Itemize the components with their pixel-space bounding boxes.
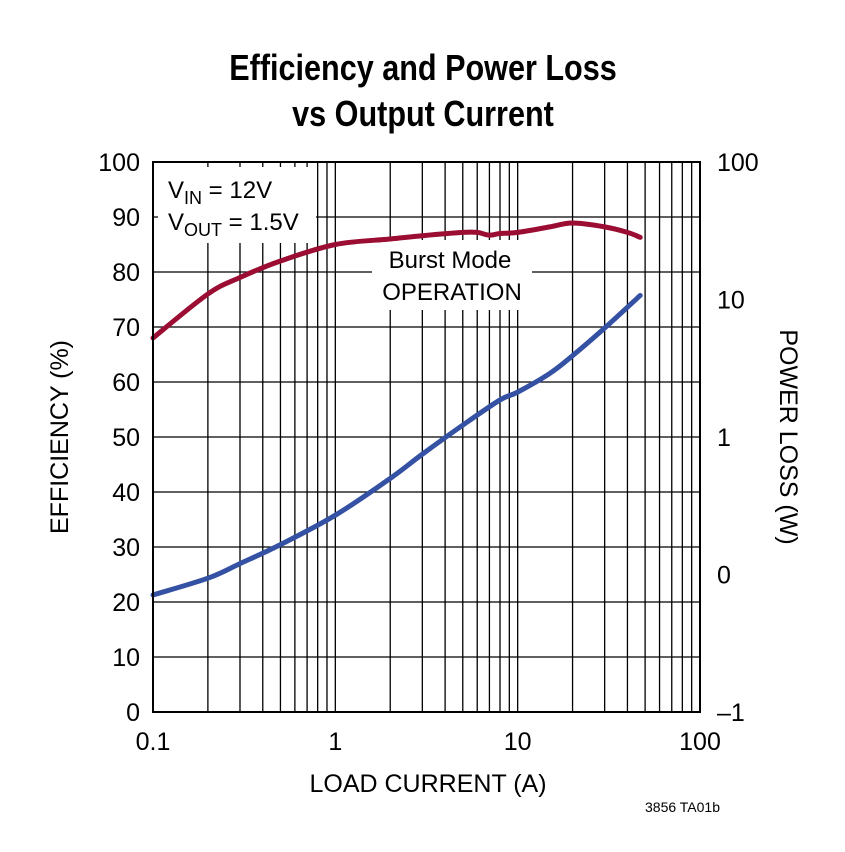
series-group	[150, 220, 643, 598]
y2-tick-label: 1	[717, 424, 731, 452]
y-tick-label: 100	[98, 149, 140, 177]
y-tick-label: 0	[126, 699, 140, 727]
x-tick-label: 10	[504, 728, 532, 756]
burst-mode-label-line2: OPERATION	[382, 279, 522, 306]
plot-frame	[152, 161, 701, 713]
x-axis-label: LOAD CURRENT (A)	[309, 770, 546, 798]
figure-id: 3856 TA01b	[645, 799, 720, 815]
y2-axis-label: POWER LOSS (W)	[774, 329, 802, 544]
condition-vout: VOUT = 1.5V	[168, 209, 299, 240]
y-tick-label: 50	[112, 424, 140, 452]
y-tick-label: 30	[112, 534, 140, 562]
y2-tick-label: 10	[717, 287, 745, 315]
condition-vin: VIN = 12V	[168, 177, 272, 208]
y-tick-label: 20	[112, 589, 140, 617]
y-tick-label: 10	[112, 644, 140, 672]
y2-tick-label: 0	[717, 562, 731, 590]
x-tick-label: 1	[328, 728, 342, 756]
annotation-backgrounds	[158, 167, 532, 310]
y-tick-label: 90	[112, 204, 140, 232]
y-axis-label: EFFICIENCY (%)	[46, 340, 74, 534]
y2-tick-label: –1	[717, 699, 745, 727]
x-tick-label: 100	[679, 728, 721, 756]
chart-title-line2: vs Output Current	[292, 95, 554, 135]
y-tick-label: 60	[112, 369, 140, 397]
power-loss-series-line	[150, 292, 643, 598]
efficiency-series-line	[150, 220, 643, 341]
y-tick-label: 80	[112, 259, 140, 287]
y-tick-label: 70	[112, 314, 140, 342]
x-tick-label: 0.1	[136, 728, 171, 756]
chart-title-line1: Efficiency and Power Loss	[229, 49, 617, 89]
burst-mode-label: Burst Mode	[389, 247, 512, 274]
y-tick-label: 40	[112, 479, 140, 507]
y2-tick-label: 100	[717, 149, 759, 177]
